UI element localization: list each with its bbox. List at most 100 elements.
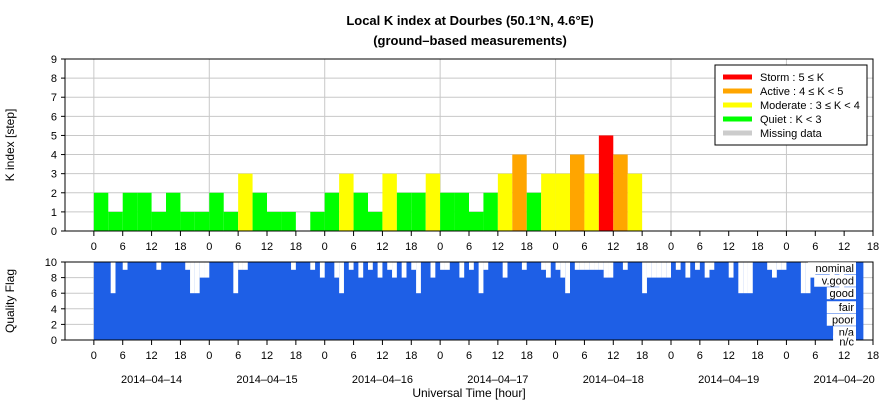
k-x-tick-label: 18 (174, 241, 186, 253)
quality-y-tick-label: 8 (51, 273, 57, 285)
chart-subtitle: (ground–based measurements) (373, 33, 567, 48)
k-index-bar (209, 192, 224, 231)
k-y-tick-label: 2 (51, 188, 57, 200)
k-x-tick-label: 0 (322, 241, 328, 253)
date-label: 2014–04–18 (583, 374, 644, 386)
quality-notch (545, 262, 551, 278)
legend-label-missing: Missing data (760, 128, 823, 140)
date-label: 2014–04–17 (467, 374, 528, 386)
k-index-bar (223, 211, 239, 231)
quality-notch (190, 262, 195, 294)
k-index-x-axis: 0 6 12 18 0 6 12 18 0 6 12 18 0 6 12 18 0 6 12 18 0 6 12 18 0 6 12… (91, 231, 879, 253)
k-x-tick-label: 0 (91, 241, 97, 253)
k-y-tick-label: 3 (51, 169, 57, 181)
k-index-bar (440, 192, 455, 231)
date-label: 2014–04–14 (121, 374, 182, 386)
quality-notch (646, 262, 652, 278)
quality-x-tick-label: 0 (206, 350, 212, 362)
k-index-bar (267, 211, 282, 231)
k-x-tick-label: 18 (636, 241, 648, 253)
k-y-tick-label: 6 (51, 111, 57, 123)
quality-notch (377, 262, 383, 278)
quality-notch (685, 262, 691, 278)
quality-notch (747, 262, 753, 294)
quality-category-bg (826, 301, 856, 314)
k-index-bar (122, 192, 138, 231)
quality-x-tick-label: 12 (838, 350, 850, 362)
quality-notch (444, 262, 450, 270)
quality-notch (416, 262, 421, 294)
chart-title: Local K index at Dourbes (50.1°N, 4.6°E) (346, 13, 593, 28)
quality-category-label: n/c (839, 337, 854, 349)
k-x-tick-label: 18 (751, 241, 763, 253)
k-index-bars (93, 135, 643, 231)
quality-notch (387, 262, 393, 270)
quality-x-tick-label: 0 (783, 350, 789, 362)
quality-notch (781, 262, 787, 270)
k-index-bar (339, 173, 354, 231)
quality-notch (738, 262, 744, 294)
k-x-tick-label: 6 (697, 241, 703, 253)
legend: Storm : 5 ≤ K Active : 4 ≤ K < 5 Moderat… (714, 64, 868, 146)
k-x-tick-label: 6 (120, 241, 126, 253)
k-index-bar (425, 173, 441, 231)
quality-y-tick-label: 10 (45, 257, 57, 269)
k-index-bar (541, 173, 556, 231)
k-x-tick-label: 0 (437, 241, 443, 253)
quality-y-label: Quality Flag (3, 269, 17, 333)
quality-x-tick-label: 6 (697, 350, 703, 362)
k-index-bar (469, 211, 484, 231)
k-index-bar (627, 173, 643, 231)
quality-notch (805, 262, 811, 294)
quality-notch (348, 262, 354, 270)
k-index-bar (584, 173, 599, 231)
k-y-tick-label: 4 (51, 150, 57, 162)
k-index-bar (252, 192, 267, 231)
k-x-tick-label: 18 (405, 241, 417, 253)
k-index-bar (180, 211, 195, 231)
quality-notch (310, 262, 316, 270)
legend-label-quiet: Quiet : K < 3 (760, 114, 821, 126)
quality-notch (800, 262, 806, 294)
k-y-tick-label: 5 (51, 130, 57, 142)
quality-x-tick-label: 12 (261, 350, 273, 362)
quality-notch (622, 262, 628, 270)
k-index-bar (353, 192, 368, 231)
k-x-tick-label: 6 (581, 241, 587, 253)
quality-x-tick-label: 18 (405, 350, 417, 362)
quality-y-axis: 0 2 4 6 8 10 (45, 257, 65, 347)
k-index-y-label: K index [step] (3, 109, 17, 182)
quality-x-tick-label: 12 (607, 350, 619, 362)
k-index-bar (396, 192, 412, 231)
quality-x-tick-label: 6 (351, 350, 357, 362)
quality-notch (401, 262, 407, 278)
k-x-tick-label: 18 (867, 241, 879, 253)
quality-notch (642, 262, 647, 294)
quality-notch (483, 262, 489, 270)
k-index-bar (166, 192, 181, 231)
quality-notch (469, 262, 474, 270)
k-index-bar (483, 192, 498, 231)
quality-notch (185, 262, 191, 270)
k-index-bar (281, 211, 296, 231)
quality-notch (666, 262, 671, 278)
k-index-bar (598, 135, 614, 231)
quality-category-label: good (830, 288, 854, 300)
k-x-tick-label: 0 (206, 241, 212, 253)
quality-x-tick-label: 12 (376, 350, 388, 362)
k-index-bar (194, 211, 210, 231)
quality-notch (579, 262, 585, 270)
k-y-tick-label: 0 (51, 226, 57, 238)
k-x-tick-label: 12 (261, 241, 273, 253)
quality-category-bg (807, 262, 856, 275)
quality-category-label: poor (832, 315, 854, 327)
quality-notch (238, 262, 243, 270)
quality-x-tick-label: 0 (668, 350, 674, 362)
quality-notch (392, 262, 397, 278)
k-index-bar (93, 192, 109, 231)
k-index-bar (151, 211, 166, 231)
quality-category-bg (814, 274, 856, 287)
